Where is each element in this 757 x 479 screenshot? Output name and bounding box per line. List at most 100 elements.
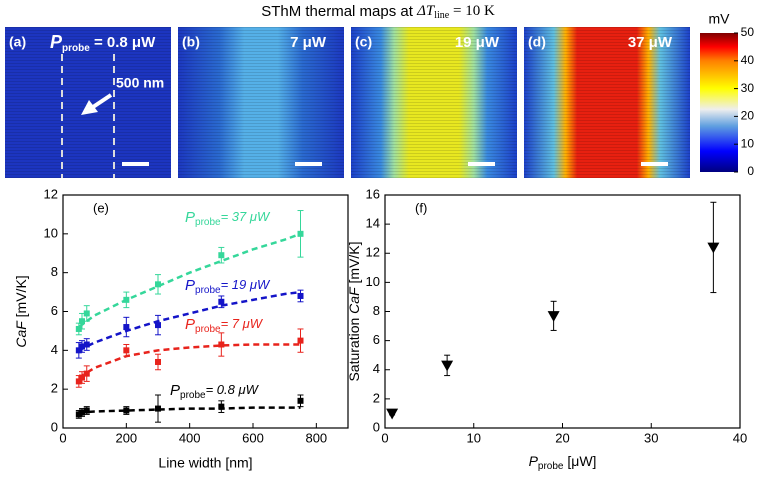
x-tick-label: 0: [59, 430, 66, 445]
scale-bar: [468, 162, 495, 166]
x-axis-label-part: [μW]: [563, 453, 596, 469]
y-axis-label-part: CaF: [13, 320, 29, 348]
map-texture: [178, 27, 344, 178]
series-label-part: = 7 μW: [221, 316, 264, 331]
data-point: [75, 347, 82, 354]
y-axis-label: CaF [mV/K]: [13, 275, 29, 347]
fit-line: [78, 343, 301, 379]
y-axis-label-part: [mV/K]: [13, 275, 29, 321]
scale-bar: [641, 162, 668, 166]
data-point: [79, 374, 85, 381]
series-label-part: = 37 μW: [221, 209, 271, 224]
scale-bar: [122, 162, 149, 166]
data-point: [75, 378, 82, 385]
y-tick-label: 8: [51, 264, 58, 279]
y-axis-label-part: CaF: [346, 286, 362, 314]
colorbar-unit: mV: [709, 11, 731, 27]
fit-line: [78, 290, 301, 352]
series-label-part: = 0.8 μW: [206, 382, 260, 397]
map-power-part: = 0.8 μW: [90, 34, 156, 51]
data-point: [707, 242, 720, 254]
data-point: [123, 296, 130, 303]
data-point: [83, 407, 90, 414]
data-point: [79, 318, 85, 325]
colorbar-tick-label: 50: [741, 25, 755, 39]
y-axis-label: Saturation CaF [mV/K]: [346, 241, 362, 381]
series-label-part: P: [170, 382, 180, 399]
x-tick-label: 40: [733, 430, 747, 445]
title-text: SThM thermal maps at: [261, 3, 417, 20]
y-tick-label: 0: [51, 419, 58, 434]
data-point: [123, 324, 130, 331]
series-label-part: P: [185, 316, 195, 333]
y-axis-label-part: Saturation: [346, 314, 362, 382]
y-tick-label: 6: [373, 332, 380, 347]
data-point: [83, 310, 90, 317]
x-axis-label: Pprobe [μW]: [529, 453, 597, 472]
y-tick-label: 10: [366, 274, 380, 289]
y-tick-label: 12: [44, 186, 58, 201]
colorbar-tick-label: 0: [747, 164, 754, 178]
x-tick-label: 400: [179, 430, 201, 445]
map-power: 37 μW: [628, 34, 673, 51]
data-point: [123, 407, 130, 414]
map-power: 7 μW: [290, 34, 327, 51]
x-tick-label: 0: [381, 430, 388, 445]
y-tick-label: 4: [373, 361, 380, 376]
x-tick-label: 200: [115, 430, 137, 445]
x-axis-label: Line width [nm]: [158, 455, 252, 471]
x-tick-label: 20: [555, 430, 569, 445]
y-tick-label: 2: [51, 381, 58, 396]
map-power-part: probe: [62, 43, 90, 54]
series-label-part: probe: [195, 285, 221, 296]
data-point: [297, 397, 304, 404]
arrow-head: [81, 100, 98, 115]
data-point: [441, 360, 454, 372]
series-label-part: = 19 μW: [221, 277, 271, 292]
data-point: [297, 292, 304, 299]
colorbar-tick-label: 20: [741, 109, 755, 123]
colorbar-tick-label: 10: [741, 136, 755, 150]
series-label-part: P: [185, 277, 195, 294]
data-point: [155, 405, 161, 412]
data-point: [218, 252, 225, 259]
y-axis-label-part: [mV/K]: [346, 241, 362, 287]
x-axis-label-part: probe: [538, 461, 564, 472]
y-tick-label: 10: [44, 225, 58, 240]
colorbar-tick-label: 40: [741, 53, 755, 67]
map-texture: [351, 27, 517, 178]
data-point: [75, 325, 82, 332]
panel-label: (a): [9, 34, 26, 50]
y-tick-label: 16: [366, 186, 380, 201]
map-power: 19 μW: [455, 34, 500, 51]
y-tick-label: 0: [373, 419, 380, 434]
data-point: [155, 358, 161, 365]
map-texture: [524, 27, 690, 178]
panel-label: (c): [355, 34, 372, 50]
panel-label: (b): [182, 34, 200, 50]
colorbar: [700, 33, 738, 172]
panel-label: (e): [93, 200, 109, 215]
data-point: [155, 322, 161, 329]
fit-line: [78, 406, 301, 414]
scale-bar: [295, 162, 322, 166]
data-point: [123, 347, 130, 354]
y-tick-label: 12: [366, 245, 380, 260]
y-tick-label: 2: [373, 390, 380, 405]
panel-label: (d): [528, 34, 546, 50]
panel-label: (f): [415, 200, 427, 215]
fit-line: [78, 232, 301, 329]
colorbar-tick-label: 30: [741, 81, 755, 95]
arrow-shaft: [91, 93, 113, 109]
data-point: [218, 403, 225, 410]
map-power-part: P: [50, 32, 63, 52]
y-tick-label: 14: [366, 216, 380, 231]
series-label-part: probe: [195, 217, 221, 228]
data-point: [75, 411, 82, 418]
y-tick-label: 8: [373, 303, 380, 318]
title-sub: line: [434, 10, 450, 21]
data-point: [83, 341, 90, 348]
series-label: Pprobe= 0.8 μW: [170, 382, 260, 401]
